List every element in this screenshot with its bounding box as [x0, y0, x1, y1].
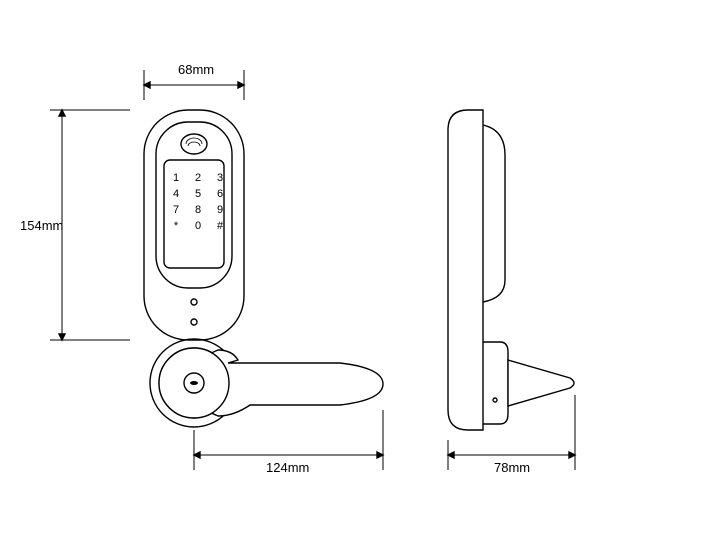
key-1: 1 [170, 172, 182, 184]
key-9: 9 [214, 204, 226, 216]
key-4: 4 [170, 188, 182, 200]
front-view-diagram [0, 0, 705, 557]
side-view-diagram [448, 110, 575, 470]
key-3: 3 [214, 172, 226, 184]
dim-left-height: 154mm [20, 218, 63, 233]
dim-bottom-front: 124mm [266, 460, 309, 475]
key-0: 0 [192, 220, 204, 232]
dim-bottom-side: 78mm [494, 460, 530, 475]
key-8: 8 [192, 204, 204, 216]
key-5: 5 [192, 188, 204, 200]
key-2: 2 [192, 172, 204, 184]
key-star: * [170, 220, 182, 232]
keypad: 1 2 3 4 5 6 7 8 9 * 0 # [170, 172, 218, 232]
dim-top-width: 68mm [178, 62, 214, 77]
key-hash: # [214, 220, 226, 232]
key-6: 6 [214, 188, 226, 200]
key-7: 7 [170, 204, 182, 216]
